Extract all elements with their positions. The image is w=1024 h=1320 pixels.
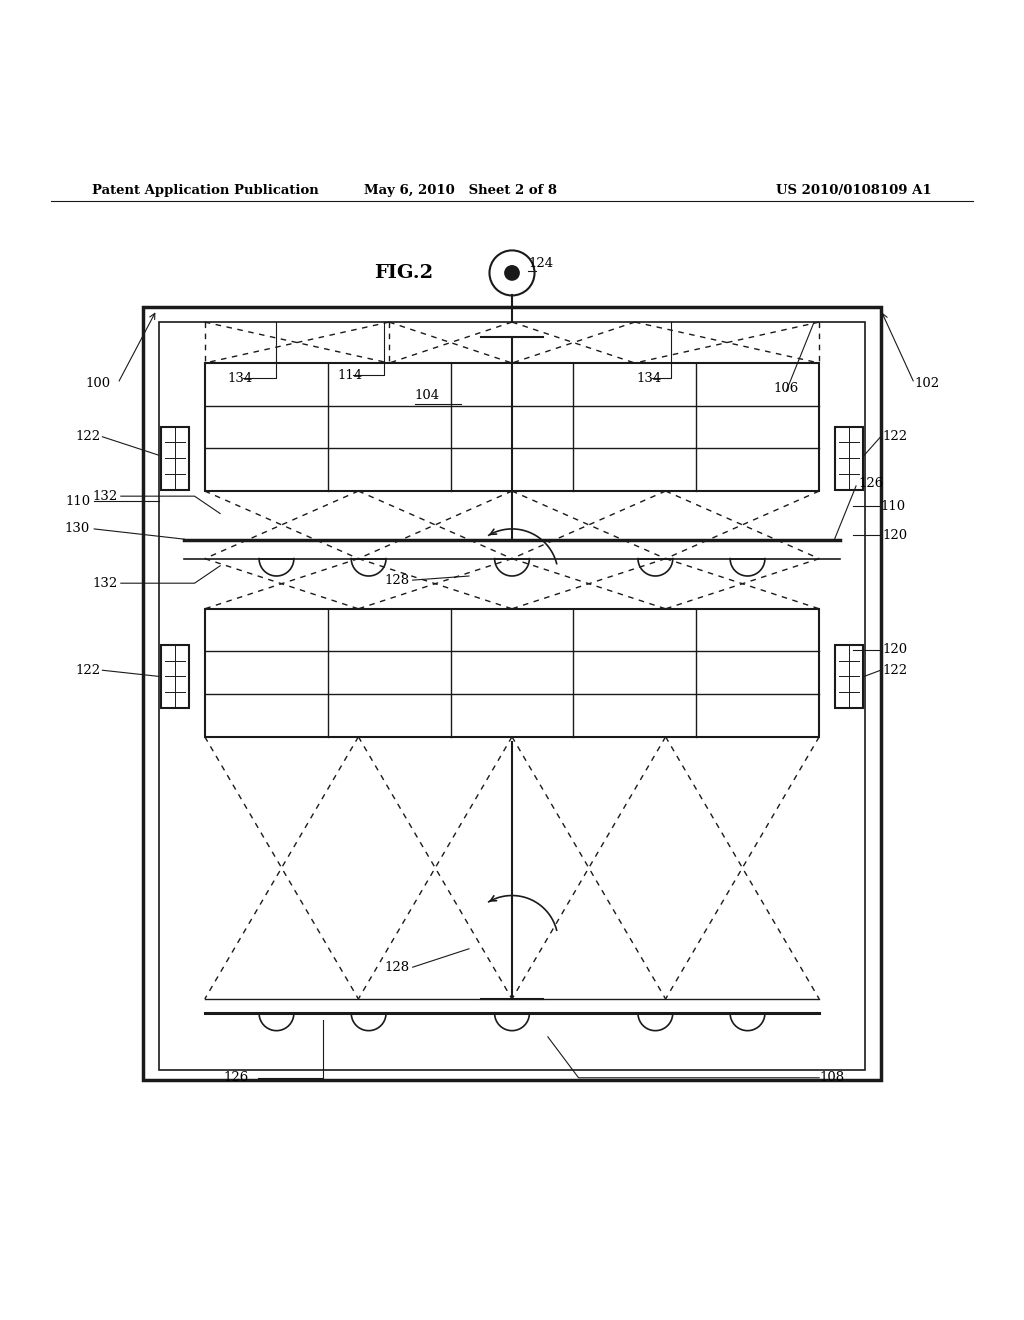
Bar (835, 644, 863, 708)
Text: 122: 122 (883, 430, 908, 444)
Text: 110: 110 (881, 500, 906, 513)
Text: 122: 122 (883, 664, 908, 677)
Text: 128: 128 (384, 574, 410, 586)
Bar (835, 426, 863, 490)
Text: 122: 122 (75, 430, 100, 444)
Text: 106: 106 (773, 383, 799, 395)
Bar (159, 322, 865, 1069)
Text: Patent Application Publication: Patent Application Publication (92, 183, 318, 197)
Circle shape (505, 265, 519, 280)
Text: FIG.2: FIG.2 (374, 264, 433, 281)
Bar (205, 363, 819, 491)
Text: US 2010/0108109 A1: US 2010/0108109 A1 (776, 183, 932, 197)
Bar (161, 644, 189, 708)
Text: 122: 122 (75, 664, 100, 677)
Text: 104: 104 (415, 389, 440, 403)
Text: 114: 114 (338, 368, 364, 381)
Text: 134: 134 (227, 372, 253, 385)
Text: 110: 110 (65, 495, 90, 508)
Text: 134: 134 (637, 372, 663, 385)
Text: 102: 102 (914, 378, 940, 389)
Bar (143, 306, 881, 1080)
Text: 108: 108 (819, 1072, 845, 1084)
Text: 130: 130 (65, 523, 90, 536)
Text: May 6, 2010   Sheet 2 of 8: May 6, 2010 Sheet 2 of 8 (365, 183, 557, 197)
Text: 120: 120 (883, 528, 908, 541)
Bar (205, 609, 819, 737)
Text: 100: 100 (85, 378, 111, 389)
Text: 126: 126 (223, 1072, 249, 1084)
Text: 126: 126 (858, 478, 884, 490)
Text: 132: 132 (92, 577, 118, 590)
Text: 124: 124 (528, 257, 554, 271)
Bar (161, 426, 189, 490)
Text: 120: 120 (883, 643, 908, 656)
Text: 132: 132 (92, 490, 118, 503)
Text: 128: 128 (384, 961, 410, 974)
